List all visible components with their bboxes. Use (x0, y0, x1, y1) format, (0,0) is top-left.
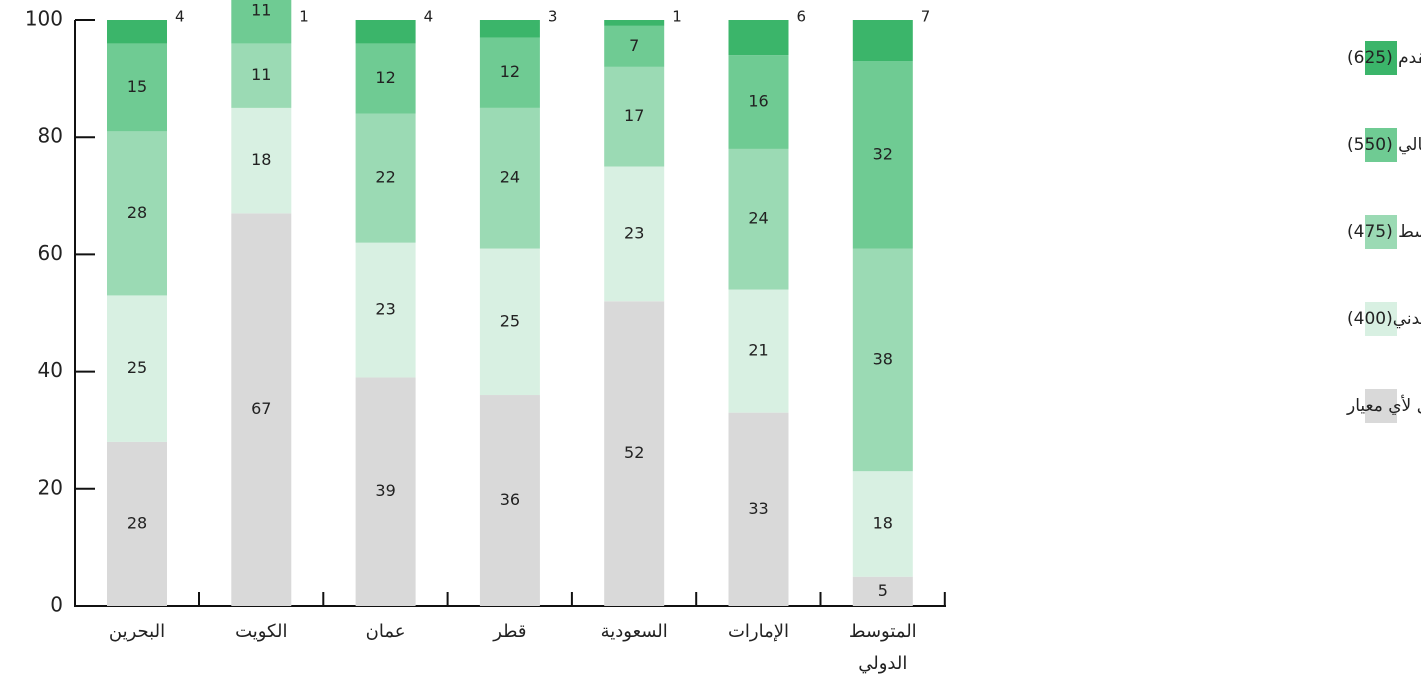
bar-segment (604, 25, 665, 67)
value-label: 28 (127, 513, 147, 532)
legend-swatch (1365, 389, 1397, 423)
bar-segment (479, 20, 540, 38)
value-label: 23 (624, 223, 644, 242)
y-tick-label: 100 (25, 7, 63, 31)
x-tick-label-line: المتوسط (849, 621, 917, 642)
y-tick-label: 60 (38, 241, 63, 265)
bar-segment (107, 441, 167, 606)
bar-segment (107, 295, 167, 442)
bar-segment (355, 377, 416, 606)
value-label: 38 (873, 349, 893, 368)
value-label: 25 (127, 358, 147, 377)
bar-segment (107, 20, 167, 44)
bar-segment (728, 148, 789, 290)
legend-label: المعيار المتدني(400) (1347, 309, 1421, 329)
bar-segment (355, 113, 416, 243)
bar-segment (231, 43, 292, 108)
bar-segment (852, 61, 913, 249)
bar-segment (355, 242, 416, 378)
value-label: 24 (500, 168, 520, 187)
value-label: 12 (375, 68, 395, 87)
value-label: 39 (375, 481, 395, 500)
value-label: 16 (748, 92, 768, 111)
value-label: 15 (127, 77, 147, 96)
x-tick-label: عمان (366, 621, 406, 642)
x-tick-label: قطر (492, 621, 526, 642)
y-tick-label: 40 (38, 358, 63, 382)
value-label: 23 (375, 300, 395, 319)
x-tick-label: البحرين (109, 621, 165, 642)
value-label: 7 (921, 8, 931, 26)
legend-swatch (1365, 302, 1397, 336)
value-label: 3 (548, 8, 558, 26)
bar-segment (604, 66, 665, 167)
value-label: 11 (251, 1, 271, 20)
x-tick-label: الإمارات (728, 621, 789, 642)
bar-segment (479, 37, 540, 108)
bar-segment (231, 0, 292, 44)
x-tick-label: المتوسط الدولي (849, 621, 917, 674)
bar-segment (852, 471, 913, 577)
bar-segment (355, 43, 416, 114)
legend-swatch (1365, 215, 1397, 249)
legend-label: المعيار العالي (550) (1347, 135, 1421, 155)
value-label: 11 (251, 65, 271, 84)
bar-segment (231, 213, 292, 606)
legend-swatch (1365, 41, 1397, 75)
value-label: 4 (424, 8, 434, 26)
legend-label: المعيار المتقدم (625) (1347, 48, 1421, 68)
bar-segment (355, 20, 416, 44)
y-tick-label: 0 (50, 593, 63, 617)
bar-segment (852, 20, 913, 62)
legend-swatch (1365, 128, 1397, 162)
bar-segment (728, 55, 789, 149)
value-label: 18 (251, 150, 271, 169)
legend-label: لم يصل لأي معيار (1346, 395, 1421, 416)
bar-segment (728, 289, 789, 413)
bar-segment (852, 248, 913, 472)
value-label: 21 (748, 341, 768, 360)
value-label: 24 (748, 209, 768, 228)
bar-segment (231, 107, 292, 214)
bar-segment (479, 248, 540, 396)
x-tick-label-line: الدولي (858, 653, 907, 674)
legend-label: المعيار المتوسط (475) (1347, 222, 1421, 242)
bar-segment (728, 412, 789, 606)
value-label: 7 (629, 36, 639, 55)
value-label: 32 (873, 144, 893, 163)
value-label: 52 (624, 443, 644, 462)
value-label: 36 (500, 490, 520, 509)
bar-segment (479, 395, 540, 606)
value-label: 1 (299, 8, 309, 26)
bar-segment (604, 20, 665, 26)
y-tick-label: 80 (38, 124, 63, 148)
value-label: 6 (797, 8, 807, 26)
bar-segment (604, 166, 665, 302)
y-tick-label: 20 (38, 475, 63, 499)
value-label: 67 (251, 399, 271, 418)
value-label: 18 (873, 513, 893, 532)
bar-segment (852, 576, 913, 606)
value-label: 5 (878, 581, 888, 600)
bar-segment (107, 43, 167, 132)
value-label: 28 (127, 203, 147, 222)
bar-segment (107, 131, 167, 296)
bar-segment (604, 301, 665, 606)
value-label: 1 (672, 8, 682, 26)
value-label: 12 (500, 62, 520, 81)
value-label: 4 (175, 8, 185, 26)
x-tick-label: السعودية (601, 621, 668, 642)
bar-segment (479, 107, 540, 249)
bar-segment (728, 20, 789, 56)
x-tick-label: الكويت (235, 621, 287, 642)
value-label: 22 (375, 168, 395, 187)
value-label: 33 (748, 499, 768, 518)
value-label: 25 (500, 311, 520, 330)
value-label: 17 (624, 106, 644, 125)
